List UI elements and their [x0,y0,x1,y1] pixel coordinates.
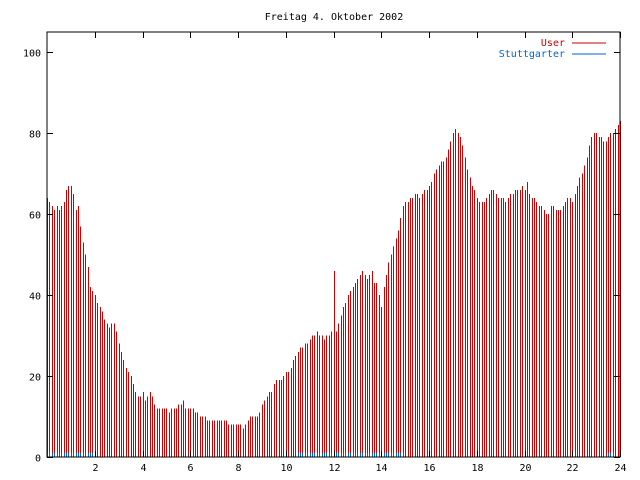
x-tick-label: 14 [375,463,387,474]
x-tick-label: 24 [614,463,626,474]
x-tick-label: 22 [566,463,578,474]
chart-title: Freitag 4. Oktober 2002 [265,12,403,23]
x-tick-label: 6 [187,463,193,474]
y-tick-label: 80 [29,130,41,141]
x-tick-label: 18 [471,463,483,474]
y-axis: 0 20 40 60 80 100 [23,49,620,465]
legend-label-user: User [541,38,565,49]
y-tick-label: 40 [29,292,41,303]
legend: User Stuttgarter [499,38,606,60]
series-stuttgarter-bars [47,452,614,457]
y-tick-label: 100 [23,49,41,60]
series-user-spikes [143,181,528,457]
x-tick-label: 4 [140,463,146,474]
plot-frame [46,31,621,458]
series-user-bars [47,121,621,457]
x-axis: 2 4 6 8 10 12 14 16 18 20 22 24 [92,32,627,474]
x-tick-label: 12 [328,463,340,474]
x-tick-label: 20 [519,463,531,474]
y-tick-label: 60 [29,211,41,222]
x-tick-label: 10 [280,463,292,474]
x-tick-label: 2 [92,463,98,474]
y-tick-label: 0 [35,454,41,465]
x-tick-label: 8 [235,463,241,474]
x-tick-label: 16 [423,463,435,474]
legend-label-stuttgarter: Stuttgarter [499,49,565,60]
y-tick-label: 20 [29,373,41,384]
